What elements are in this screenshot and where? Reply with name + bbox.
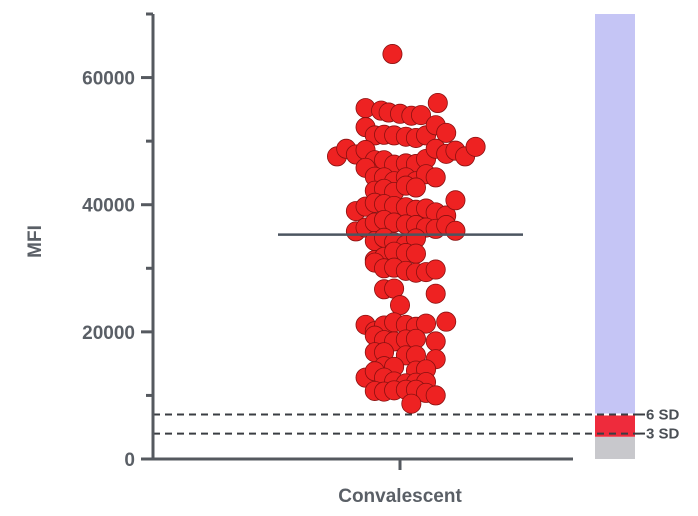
data-point [389,295,410,316]
data-point [425,259,446,280]
reference-label-1: 3 SD [646,426,680,443]
data-point [416,313,437,334]
reference-label-0: 6 SD [646,407,680,424]
data-point [425,331,446,352]
data-point [405,243,426,264]
y-tick-label-1: 20000 [82,323,135,344]
data-point [425,167,446,188]
y-tick-label-2: 40000 [82,196,135,217]
data-point [425,385,446,406]
y-tick-label-0: 0 [124,450,135,471]
data-point [436,311,457,332]
data-point [410,105,431,126]
data-point [465,136,486,157]
data-point [382,44,403,65]
data-point [427,93,448,114]
data-point [445,190,466,211]
x-axis-title: Convalescent [338,486,462,507]
side-bar [595,14,635,459]
y-axis-ticks: 0 20000 40000 60000 [82,12,153,471]
side-bar-segment-1 [595,414,635,437]
data-point [425,283,446,304]
y-axis-title: MFI [25,225,46,258]
data-point [401,393,422,414]
data-point [405,177,426,198]
data-point [436,122,457,143]
side-bar-segment-2 [595,14,635,415]
data-points [326,44,486,414]
side-bar-segment-0 [595,436,635,459]
reference-lines: 6 SD 3 SD [153,407,680,443]
data-point [445,220,466,241]
y-tick-label-3: 60000 [82,69,135,90]
